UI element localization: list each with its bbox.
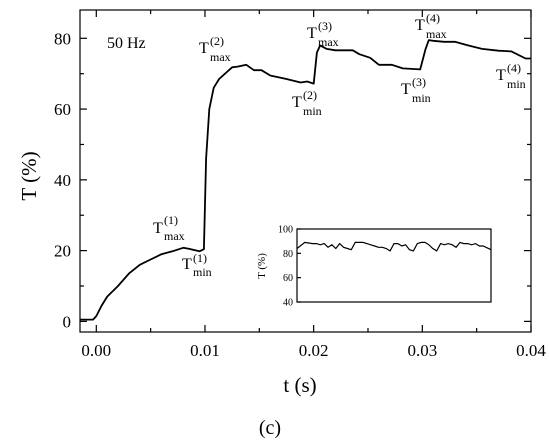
inset-y-tick-label: 100 xyxy=(278,225,293,236)
svg-text:min: min xyxy=(303,104,322,118)
svg-text:max: max xyxy=(164,229,185,243)
inset-y-tick-label: 80 xyxy=(283,249,293,260)
annotation-tmax-2: T (2) max xyxy=(199,34,231,64)
svg-text:T: T xyxy=(292,94,302,111)
annotation-tmin-4: T (4) min xyxy=(496,61,526,91)
svg-text:(3): (3) xyxy=(412,75,426,89)
inset-chart: 40 60 80 100 T (%) xyxy=(256,225,492,309)
annotation-tmin-3: T (3) min xyxy=(401,75,431,105)
y-tick-label: 20 xyxy=(54,242,71,261)
svg-text:(2): (2) xyxy=(303,88,317,102)
svg-text:T: T xyxy=(182,256,192,273)
annotation-tmin-1: T (1) min xyxy=(182,251,212,279)
plot-frame xyxy=(79,9,532,333)
inset-curve xyxy=(296,241,492,252)
x-tick-label: 0.00 xyxy=(81,341,111,360)
svg-text:T: T xyxy=(153,220,163,237)
svg-text:min: min xyxy=(412,91,431,105)
x-tick-labels: 0.00 0.01 0.02 0.03 0.04 xyxy=(81,341,546,360)
inset-y-tick-labels: 40 60 80 100 xyxy=(278,225,293,309)
svg-text:max: max xyxy=(318,35,339,49)
svg-text:min: min xyxy=(193,265,212,279)
svg-text:max: max xyxy=(210,50,231,64)
annotation-tmax-3: T (3) max xyxy=(307,19,339,49)
svg-text:min: min xyxy=(507,77,526,91)
y-tick-label: 80 xyxy=(54,29,71,48)
inset-y-axis-label: T (%) xyxy=(256,253,268,279)
x-tick-label: 0.01 xyxy=(190,341,220,360)
x-tick-label: 0.04 xyxy=(516,341,546,360)
svg-text:T: T xyxy=(496,67,506,84)
svg-text:max: max xyxy=(426,27,447,41)
svg-text:(4): (4) xyxy=(426,11,440,25)
svg-text:T: T xyxy=(415,17,425,34)
y-tick-labels: 0 20 40 60 80 xyxy=(54,29,71,331)
y-tick-label: 40 xyxy=(54,171,71,190)
y-axis-label: T (%) xyxy=(17,151,41,200)
svg-text:(3): (3) xyxy=(318,19,332,33)
inset-y-tick-label: 40 xyxy=(283,298,293,309)
annotation-tmax-4: T (4) max xyxy=(415,11,447,41)
annotation-tmin-2: T (2) min xyxy=(292,88,322,118)
svg-text:(1): (1) xyxy=(164,213,178,227)
svg-text:T: T xyxy=(307,25,317,42)
inset-ticks xyxy=(297,228,301,303)
x-tick-label: 0.02 xyxy=(299,341,329,360)
svg-text:(2): (2) xyxy=(210,34,224,48)
y-tick-label: 0 xyxy=(63,312,72,331)
transmittance-curve xyxy=(80,39,531,321)
figure-caption: (c) xyxy=(259,417,281,439)
svg-text:T: T xyxy=(199,40,209,57)
annotation-tmax-1: T (1) max xyxy=(153,213,185,243)
x-axis-label: t (s) xyxy=(283,373,316,397)
inset-y-tick-label: 60 xyxy=(283,273,293,284)
inset-frame xyxy=(296,228,492,303)
svg-text:T: T xyxy=(401,81,411,98)
main-axes-ticks xyxy=(80,10,532,332)
x-tick-label: 0.03 xyxy=(407,341,437,360)
svg-text:(1): (1) xyxy=(193,251,207,265)
frequency-label: 50 Hz xyxy=(107,35,146,52)
svg-text:(4): (4) xyxy=(507,61,521,75)
y-tick-label: 60 xyxy=(54,100,71,119)
